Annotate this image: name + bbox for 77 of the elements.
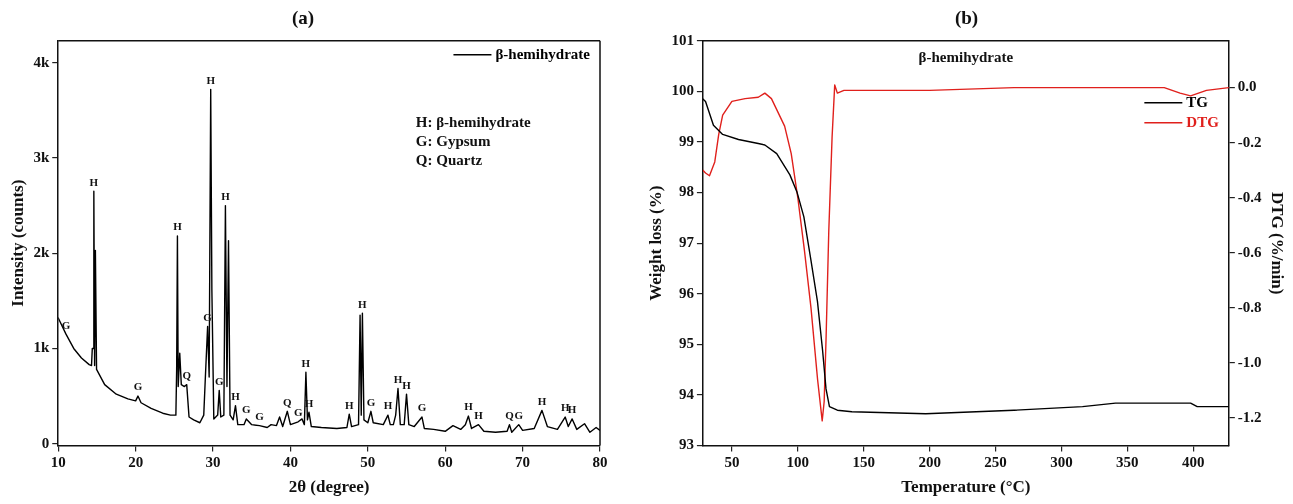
annotation: H — [402, 378, 412, 391]
annotation: Q — [505, 408, 515, 421]
annotation: H — [231, 389, 241, 402]
x-tick-label: 30 — [205, 454, 221, 471]
annotation: H — [344, 398, 354, 411]
y-tick-label: 100 — [671, 82, 694, 99]
y-tick-label: 2k — [33, 244, 50, 261]
annotation: H — [464, 400, 474, 413]
y2-tick-label: -0.2 — [1237, 133, 1262, 150]
y-axis-title: Intensity (counts) — [7, 179, 27, 307]
annotation: G — [61, 318, 71, 331]
annotation: G — [214, 374, 224, 387]
y-tick-label: 96 — [678, 284, 695, 301]
annotation: H — [383, 399, 393, 412]
legend-label: β-hemihydrate — [495, 45, 591, 62]
x-axis-title: Temperature (°C) — [901, 477, 1031, 497]
annotation: H — [537, 394, 547, 407]
y-tick-label: 4k — [33, 53, 50, 70]
y2-tick-label: 0.0 — [1237, 78, 1257, 95]
x-tick-label: 400 — [1182, 454, 1205, 471]
x-tick-label: 40 — [282, 454, 298, 471]
x-axis-title: 2θ (degree) — [288, 477, 370, 497]
x-tick-label: 200 — [918, 454, 941, 471]
y-tick-label: 98 — [678, 183, 694, 200]
y-tick-label: 95 — [678, 335, 694, 352]
annotation: H — [393, 372, 403, 385]
y2-tick-label: -1.2 — [1237, 408, 1262, 425]
annotation: G — [417, 401, 427, 414]
x-tick-label: 60 — [437, 454, 453, 471]
y-tick-label: 101 — [671, 31, 694, 48]
y-tick-label: 99 — [678, 132, 694, 149]
x-tick-label: 250 — [984, 454, 1007, 471]
y-tick-label: 0 — [41, 434, 50, 451]
legend-label: DTG — [1186, 113, 1220, 130]
y2-tick-label: -0.6 — [1237, 243, 1263, 260]
y-tick-label: 93 — [678, 436, 694, 453]
y2-tick-label: -1.0 — [1237, 353, 1262, 370]
annotation: H: β-hemihydrate — [415, 113, 532, 130]
x-tick-label: 10 — [50, 454, 66, 471]
annotation: H — [358, 297, 368, 310]
annotation: G — [366, 395, 376, 408]
y-tick-label: 94 — [678, 385, 695, 402]
x-tick-label: 70 — [515, 454, 531, 471]
annotation: Q — [283, 395, 293, 408]
annotation: H — [173, 220, 183, 233]
annotation: G — [514, 408, 524, 421]
x-tick-label: 300 — [1050, 454, 1073, 471]
y2-axis-title: DTG (%/min) — [1268, 191, 1288, 295]
legend-label: TG — [1186, 93, 1209, 110]
x-tick-label: 100 — [786, 454, 810, 471]
x-tick-label: 50 — [360, 454, 376, 471]
annotation: G — [242, 403, 252, 416]
annotation: H — [206, 73, 216, 86]
x-tick-label: 80 — [592, 454, 608, 471]
y2-tick-label: -0.8 — [1237, 298, 1262, 315]
annotation: H — [301, 356, 311, 369]
y-axis-title: Weight loss (%) — [645, 185, 665, 301]
x-tick-label: 350 — [1116, 454, 1139, 471]
y-tick-label: 3k — [33, 148, 50, 165]
annotation: H — [89, 175, 99, 188]
x-tick-label: 50 — [724, 454, 740, 471]
annotation: G: Gypsum — [415, 132, 491, 149]
annotation: H — [221, 189, 231, 202]
annotation: Q — [182, 368, 192, 381]
annotation: H — [474, 408, 484, 421]
chart-title: (a) — [291, 7, 315, 30]
y-tick-label: 1k — [33, 339, 50, 356]
annotation: G — [293, 406, 303, 419]
y2-tick-label: -0.4 — [1237, 188, 1263, 205]
annotation: Q: Quartz — [415, 151, 483, 168]
annotation: β-hemihydrate — [918, 49, 1014, 66]
chart-title: (b) — [954, 7, 979, 30]
x-tick-label: 150 — [852, 454, 875, 471]
annotation: G — [255, 409, 265, 422]
y-tick-label: 97 — [678, 234, 695, 251]
x-tick-label: 20 — [128, 454, 144, 471]
annotation: G — [133, 380, 143, 393]
